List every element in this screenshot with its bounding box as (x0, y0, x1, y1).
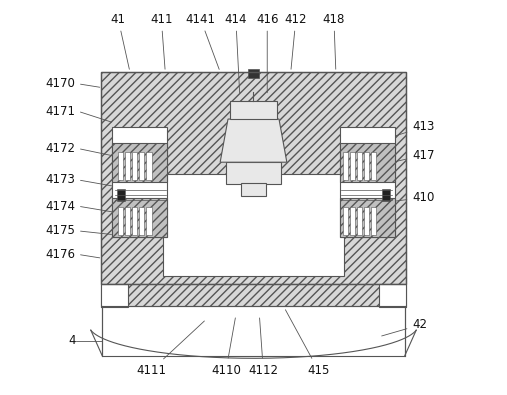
Text: 4141: 4141 (186, 13, 219, 70)
Text: 4176: 4176 (45, 248, 75, 261)
Text: 4171: 4171 (45, 105, 75, 118)
Bar (102, 306, 405, 356)
Bar (356, 207, 362, 235)
Bar (125, 152, 130, 180)
Text: 4112: 4112 (248, 318, 278, 376)
Polygon shape (163, 174, 344, 276)
Bar (230, 102, 277, 119)
Bar (117, 189, 125, 201)
Bar (100, 284, 128, 307)
Bar (226, 162, 281, 184)
Bar (100, 72, 407, 284)
Polygon shape (220, 119, 287, 162)
Bar (132, 207, 137, 235)
Bar (248, 69, 259, 78)
Text: 418: 418 (323, 13, 345, 69)
Bar (139, 207, 144, 235)
Bar (371, 152, 376, 180)
Bar (132, 152, 137, 180)
Text: 4172: 4172 (45, 142, 75, 155)
Bar (343, 152, 348, 180)
Bar (364, 207, 369, 235)
Bar (118, 152, 123, 180)
Bar (118, 207, 123, 235)
Bar (364, 152, 369, 180)
Bar (356, 152, 362, 180)
Bar (340, 198, 395, 237)
Text: 4175: 4175 (45, 224, 75, 237)
Bar (340, 127, 395, 237)
Bar (147, 207, 152, 235)
Text: 416: 416 (256, 13, 278, 93)
Text: 42: 42 (382, 318, 427, 336)
Bar (100, 284, 407, 307)
Bar (241, 183, 266, 196)
Text: 413: 413 (395, 120, 434, 136)
Text: 4170: 4170 (45, 77, 75, 90)
Text: 417: 417 (395, 149, 435, 162)
Bar (350, 207, 355, 235)
Text: 4111: 4111 (136, 321, 204, 376)
Bar (340, 143, 395, 182)
Bar (371, 207, 376, 235)
Bar (112, 143, 167, 182)
Bar (382, 189, 390, 201)
Text: 415: 415 (285, 310, 330, 376)
Bar (112, 198, 167, 237)
Text: 411: 411 (150, 13, 172, 69)
Bar (112, 127, 167, 237)
Text: 4173: 4173 (45, 173, 75, 186)
Text: 4174: 4174 (45, 199, 75, 213)
Bar (379, 284, 407, 307)
Text: 412: 412 (284, 13, 307, 69)
Text: 414: 414 (225, 13, 247, 93)
Text: 4110: 4110 (211, 318, 241, 376)
Text: 4: 4 (68, 334, 76, 347)
Bar (350, 152, 355, 180)
Bar (147, 152, 152, 180)
Bar (343, 207, 348, 235)
Text: 41: 41 (111, 13, 129, 69)
Bar (139, 152, 144, 180)
Bar (125, 207, 130, 235)
Text: 410: 410 (395, 191, 434, 204)
Bar (100, 72, 407, 284)
